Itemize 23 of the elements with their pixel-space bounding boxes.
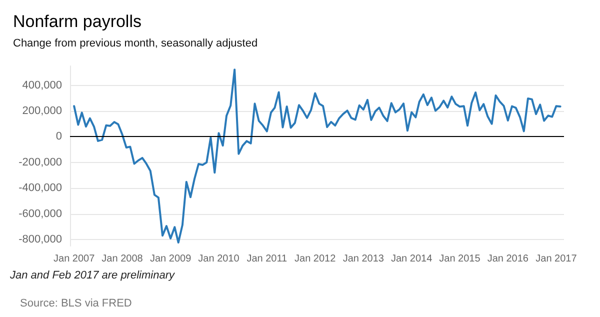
y-tick-label: 400,000 [22, 79, 62, 92]
x-tick-label: Jan 2014 [390, 254, 433, 264]
x-tick-label: Jan 2013 [342, 254, 384, 264]
chart-title: Nonfarm payrolls [13, 12, 142, 31]
x-tick-label: Jan 2010 [198, 254, 240, 264]
x-tick-label: Jan 2008 [102, 254, 144, 264]
y-tick-label: -600,000 [18, 208, 62, 220]
line-series [73, 68, 562, 244]
x-tick-label: Jan 2012 [294, 254, 336, 264]
y-tick-label: -800,000 [18, 234, 62, 246]
x-tick-label: Jan 2007 [54, 254, 96, 264]
text: Jan and Feb 2017 are preliminary [9, 270, 176, 282]
source-note: Source: BLS via FRED [20, 298, 132, 310]
x-tick-label: Jan 2017 [536, 254, 578, 264]
x-tick-label: Jan 2016 [487, 254, 529, 264]
y-tick-label: 200,000 [22, 105, 62, 117]
x-tick-label: Jan 2009 [150, 254, 192, 264]
y-tick-label: -200,000 [18, 156, 62, 168]
x-tick-label: Jan 2011 [246, 254, 288, 264]
x-tick-label: Jan 2015 [439, 254, 481, 264]
y-tick-label: 0 [56, 130, 62, 143]
chart-subtitle: Change from previous month, seasonally adjusted [13, 38, 258, 50]
y-tick-label: -400,000 [18, 182, 62, 194]
